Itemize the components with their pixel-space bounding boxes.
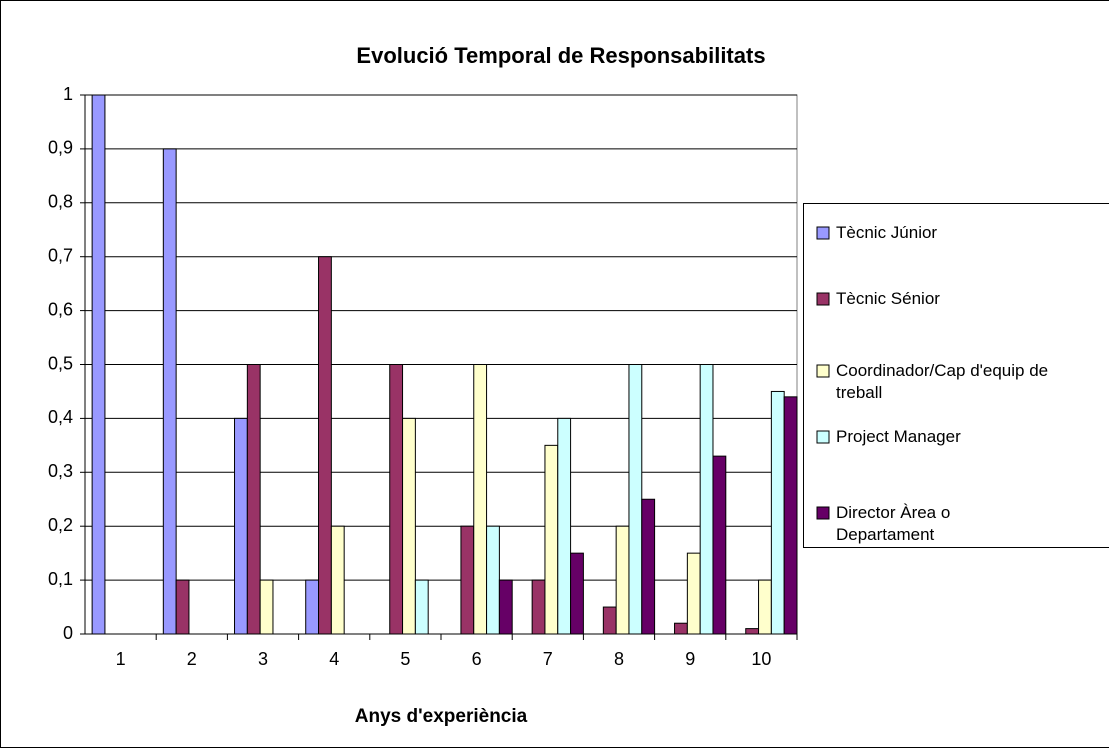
bar [414, 579, 429, 635]
bar [686, 552, 701, 635]
y-tick-label: 0,9 [48, 138, 73, 158]
legend-swatch [816, 226, 830, 240]
bar [674, 622, 688, 635]
bar [91, 94, 106, 635]
x-tick-label: 7 [543, 649, 553, 669]
bar [699, 364, 714, 635]
bar [770, 390, 785, 635]
bar [628, 364, 643, 635]
bar [641, 498, 656, 635]
bar [783, 396, 798, 635]
bar [712, 455, 727, 635]
y-tick-label: 0,5 [48, 353, 73, 373]
bar [246, 364, 261, 635]
legend-swatch [816, 292, 830, 306]
x-axis-title: Anys d'experiència [355, 706, 528, 727]
x-tick-label: 3 [258, 649, 268, 669]
y-tick-label: 0,8 [48, 192, 73, 212]
legend-swatch [816, 430, 830, 444]
x-tick-label: 4 [329, 649, 339, 669]
bar [498, 579, 513, 635]
bar [602, 606, 617, 635]
y-tick-label: 0,1 [48, 569, 73, 589]
legend-label: Coordinador/Cap d'equip de treball [836, 361, 1049, 402]
y-tick-label: 0,7 [48, 245, 73, 265]
bar [486, 525, 500, 635]
bar [531, 579, 546, 635]
bar [305, 579, 320, 635]
legend-label: Project Manager [836, 427, 961, 446]
legend-label-box: Project Manager [836, 427, 961, 446]
bar [318, 256, 332, 635]
legend-label: Tècnic Sénior [836, 289, 940, 308]
x-tick-label: 8 [614, 649, 624, 669]
y-tick-label: 0 [63, 623, 73, 643]
bar [570, 552, 584, 635]
y-tick-label: 1 [63, 84, 73, 104]
x-tick-label: 5 [400, 649, 410, 669]
y-tick-label: 0,6 [48, 299, 73, 319]
x-tick-label: 6 [472, 649, 482, 669]
bar [473, 364, 488, 635]
legend-label-box: Tècnic Sénior [836, 289, 940, 308]
bar [615, 525, 630, 635]
legend-label-box: Director Àrea o Departament [836, 503, 951, 544]
bar [175, 579, 190, 635]
bar [460, 525, 475, 635]
y-tick-label: 0,3 [48, 461, 73, 481]
bar [557, 417, 572, 635]
bar [402, 417, 416, 635]
bar [234, 417, 248, 635]
legend-label-box: Coordinador/Cap d'equip de treball [836, 361, 1049, 402]
bar [389, 364, 404, 635]
legend-box [803, 203, 1109, 548]
legend-label: Director Àrea o Departament [836, 503, 951, 544]
bar [162, 148, 177, 635]
x-tick-label: 1 [116, 649, 126, 669]
x-tick-label: 10 [751, 649, 771, 669]
y-tick-label: 0,2 [48, 515, 73, 535]
x-tick-label: 9 [685, 649, 695, 669]
legend-label-box: Tècnic Júnior [836, 223, 938, 242]
bar [544, 444, 559, 635]
bar [758, 579, 772, 635]
legend-swatch [816, 506, 830, 520]
x-tick-label: 2 [187, 649, 197, 669]
chart-title: Evolució Temporal de Responsabilitats [356, 43, 765, 68]
bar [259, 579, 274, 635]
y-tick-label: 0,4 [48, 407, 73, 427]
bar [330, 525, 345, 635]
legend-swatch [816, 364, 830, 378]
legend-label: Tècnic Júnior [836, 223, 938, 242]
bar [745, 628, 760, 635]
